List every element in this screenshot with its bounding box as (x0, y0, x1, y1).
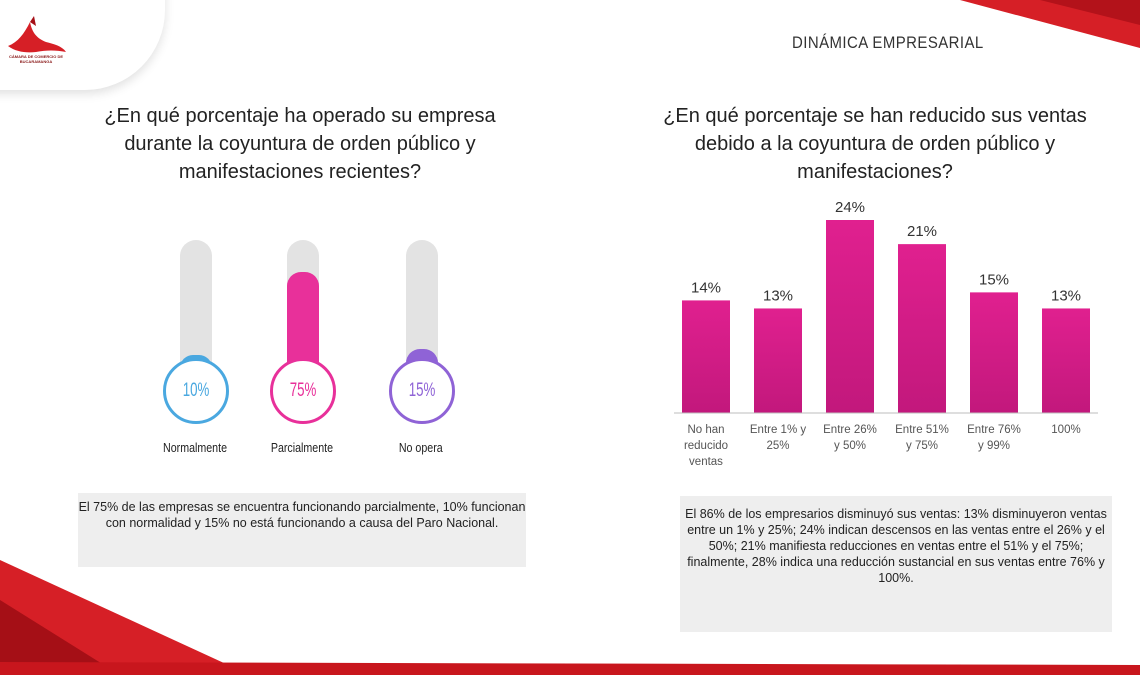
left-summary-note: El 75% de las empresas se encuentra func… (78, 493, 526, 567)
bar-data-label-3: 21% (907, 223, 937, 240)
bar-0 (682, 300, 730, 413)
bar-data-label-4: 15% (979, 271, 1009, 288)
category-label-4: Entre 76% y 99% (967, 424, 1021, 452)
thermometer-label: Normalmente (163, 440, 227, 455)
thermometer-percent: 75% (289, 380, 317, 401)
category-label-5: 100% (1051, 424, 1080, 436)
category-label-3: Entre 51% y 75% (895, 424, 949, 452)
left-question: ¿En qué porcentaje ha operado su empresa… (104, 105, 496, 183)
thermometer-tube (406, 240, 438, 368)
logo-caption: CÁMARA DE COMERCIO DE BUCARAMANGA (8, 54, 64, 64)
thermometer-label: Parcialmente (270, 440, 334, 455)
category-label-2: Entre 26% y 50% (823, 424, 877, 452)
thermometer-label: No opera (399, 440, 443, 455)
bar-4 (970, 292, 1018, 413)
bar-2 (826, 220, 874, 413)
thermometer-bulb: 75% (270, 358, 336, 424)
right-summary-text: El 86% de los empresarios disminuyó sus … (685, 507, 1107, 585)
right-summary-note: El 86% de los empresarios disminuyó sus … (680, 496, 1112, 632)
thermometer-no-opera: 15% No opera (351, 240, 491, 470)
section-title: DINÁMICA EMPRESARIAL (792, 33, 984, 52)
bar-data-label-5: 13% (1051, 287, 1081, 304)
corner-decoration-bottom-left (0, 560, 250, 675)
sales-reduction-bar-chart: 14% No han reducido ventas 13% Entre 1% y 25% 2… (674, 199, 1098, 468)
bar-data-label-1: 13% (763, 287, 793, 304)
bar-1 (754, 308, 802, 413)
right-question: ¿En qué porcentaje se han reducido sus v… (663, 105, 1087, 183)
bar-data-label-0: 14% (691, 279, 721, 296)
thermometer-normalmente: 10% Normalmente (125, 240, 265, 470)
thermometer-tube (287, 240, 319, 368)
thermometer-fill (287, 272, 319, 368)
category-label-0: No han reducido ventas (684, 424, 728, 468)
bar-data-label-2: 24% (835, 199, 865, 216)
thermometer-percent: 10% (182, 380, 210, 401)
logo-bird-icon (8, 16, 66, 53)
bar-5 (1042, 308, 1090, 413)
bar-3 (898, 244, 946, 413)
thermometer-parcialmente: 75% Parcialmente (232, 240, 372, 470)
left-summary-text: El 75% de las empresas se encuentra func… (78, 500, 526, 530)
thermometer-percent: 15% (408, 380, 436, 401)
thermometer-bulb: 15% (389, 358, 455, 424)
thermometer-bulb: 10% (163, 358, 229, 424)
thermometer-tube (180, 240, 212, 368)
category-label-1: Entre 1% y 25% (750, 424, 806, 452)
